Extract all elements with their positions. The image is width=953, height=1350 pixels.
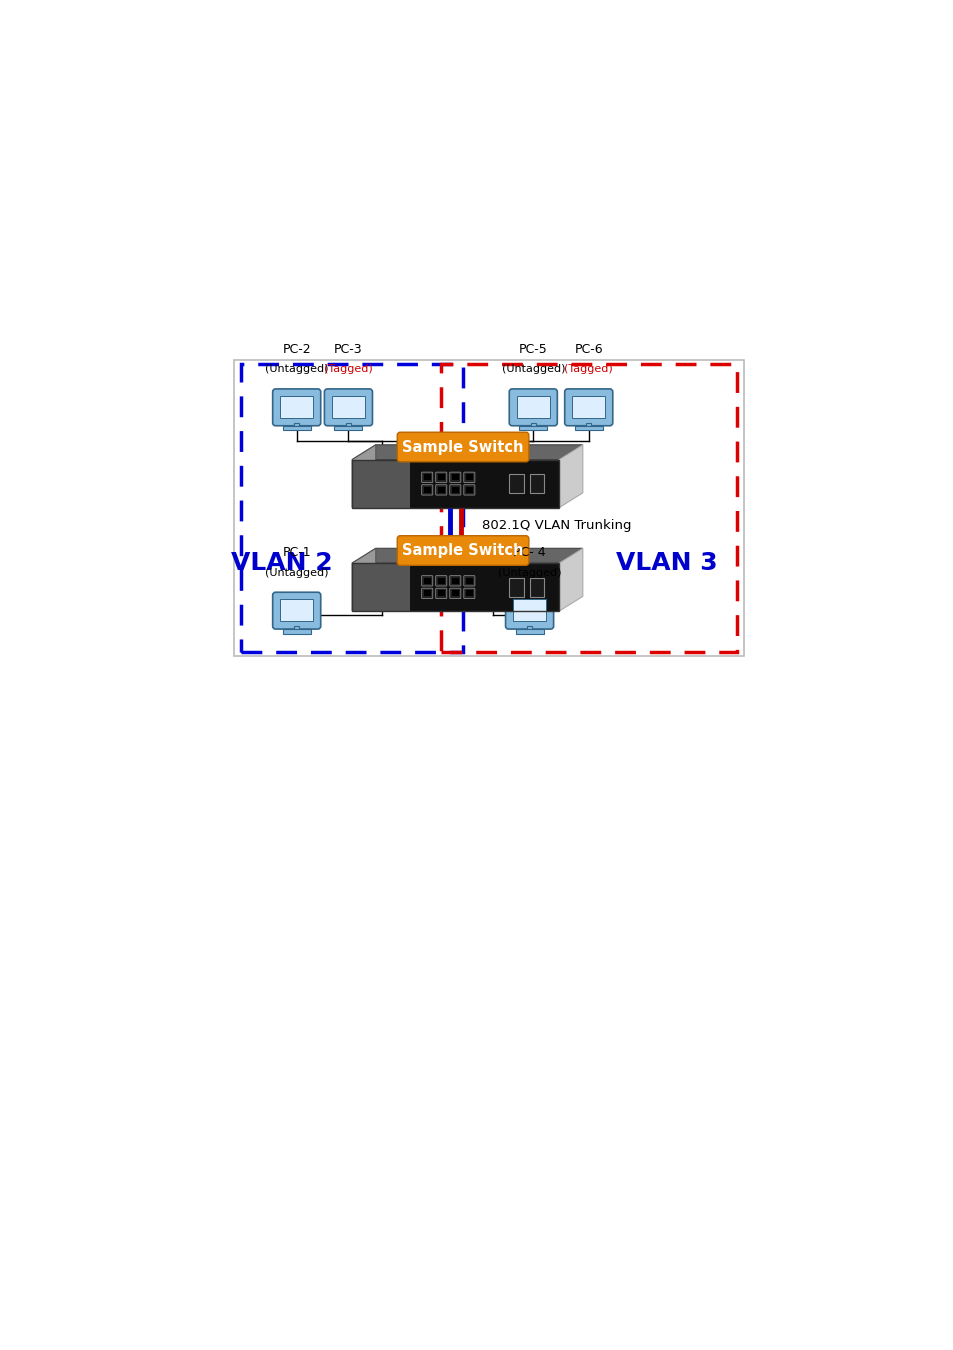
FancyBboxPatch shape [508, 578, 523, 597]
Text: Sample Switch: Sample Switch [402, 440, 523, 455]
Text: (Tagged): (Tagged) [564, 364, 613, 374]
FancyBboxPatch shape [410, 459, 558, 508]
FancyBboxPatch shape [436, 472, 446, 482]
Text: PC- 4: PC- 4 [513, 547, 545, 559]
FancyBboxPatch shape [465, 474, 472, 481]
FancyBboxPatch shape [421, 485, 433, 495]
FancyBboxPatch shape [452, 487, 458, 493]
FancyBboxPatch shape [463, 485, 475, 495]
FancyBboxPatch shape [465, 590, 472, 597]
FancyBboxPatch shape [518, 427, 547, 431]
FancyBboxPatch shape [294, 423, 298, 427]
FancyBboxPatch shape [529, 474, 544, 493]
FancyBboxPatch shape [452, 578, 458, 583]
Text: (Untagged): (Untagged) [497, 567, 560, 578]
FancyBboxPatch shape [437, 474, 444, 481]
FancyBboxPatch shape [282, 629, 311, 633]
FancyBboxPatch shape [463, 589, 475, 598]
FancyBboxPatch shape [505, 593, 553, 629]
FancyBboxPatch shape [463, 575, 475, 586]
Polygon shape [352, 444, 582, 459]
FancyBboxPatch shape [531, 423, 535, 427]
Polygon shape [352, 444, 375, 508]
Text: PC-2: PC-2 [282, 343, 311, 356]
Text: VLAN 2: VLAN 2 [231, 551, 333, 575]
Text: PC-3: PC-3 [334, 343, 362, 356]
FancyBboxPatch shape [421, 589, 433, 598]
FancyBboxPatch shape [449, 575, 460, 586]
FancyBboxPatch shape [449, 589, 460, 598]
FancyBboxPatch shape [452, 474, 458, 481]
FancyBboxPatch shape [574, 427, 602, 431]
FancyBboxPatch shape [437, 590, 444, 597]
FancyBboxPatch shape [282, 427, 311, 431]
Polygon shape [558, 548, 582, 612]
FancyBboxPatch shape [352, 563, 410, 612]
FancyBboxPatch shape [586, 423, 590, 427]
Text: (Untagged): (Untagged) [265, 567, 328, 578]
FancyBboxPatch shape [396, 536, 528, 566]
FancyBboxPatch shape [449, 472, 460, 482]
FancyBboxPatch shape [421, 575, 433, 586]
FancyBboxPatch shape [437, 487, 444, 493]
FancyBboxPatch shape [294, 626, 298, 629]
FancyBboxPatch shape [423, 578, 430, 583]
Text: Sample Switch: Sample Switch [402, 543, 523, 558]
FancyBboxPatch shape [509, 389, 557, 425]
FancyBboxPatch shape [396, 432, 528, 462]
Text: PC-1: PC-1 [282, 547, 311, 559]
FancyBboxPatch shape [463, 472, 475, 482]
FancyBboxPatch shape [280, 396, 313, 418]
Text: (Untagged): (Untagged) [265, 364, 328, 374]
FancyBboxPatch shape [527, 626, 531, 629]
Polygon shape [558, 444, 582, 508]
FancyBboxPatch shape [452, 590, 458, 597]
FancyBboxPatch shape [529, 578, 544, 597]
Text: 802.1Q VLAN Trunking: 802.1Q VLAN Trunking [481, 518, 630, 532]
FancyBboxPatch shape [335, 427, 362, 431]
FancyBboxPatch shape [465, 578, 472, 583]
FancyBboxPatch shape [572, 396, 604, 418]
Text: (Untagged): (Untagged) [501, 364, 564, 374]
FancyBboxPatch shape [449, 485, 460, 495]
FancyBboxPatch shape [513, 599, 545, 621]
FancyBboxPatch shape [410, 563, 558, 612]
Polygon shape [352, 548, 375, 612]
FancyBboxPatch shape [273, 389, 320, 425]
FancyBboxPatch shape [352, 459, 410, 508]
Polygon shape [352, 548, 582, 563]
FancyBboxPatch shape [423, 487, 430, 493]
FancyBboxPatch shape [437, 578, 444, 583]
FancyBboxPatch shape [436, 575, 446, 586]
FancyBboxPatch shape [280, 599, 313, 621]
FancyBboxPatch shape [273, 593, 320, 629]
Text: PC-5: PC-5 [518, 343, 547, 356]
FancyBboxPatch shape [332, 396, 364, 418]
FancyBboxPatch shape [346, 423, 351, 427]
FancyBboxPatch shape [564, 389, 612, 425]
FancyBboxPatch shape [515, 629, 543, 633]
FancyBboxPatch shape [423, 474, 430, 481]
FancyBboxPatch shape [436, 589, 446, 598]
FancyBboxPatch shape [508, 474, 523, 493]
Text: VLAN 3: VLAN 3 [615, 551, 717, 575]
FancyBboxPatch shape [324, 389, 372, 425]
FancyBboxPatch shape [517, 396, 549, 418]
FancyBboxPatch shape [423, 590, 430, 597]
FancyBboxPatch shape [436, 485, 446, 495]
Text: (Tagged): (Tagged) [324, 364, 373, 374]
FancyBboxPatch shape [465, 487, 472, 493]
FancyBboxPatch shape [421, 472, 433, 482]
Text: PC-6: PC-6 [574, 343, 602, 356]
